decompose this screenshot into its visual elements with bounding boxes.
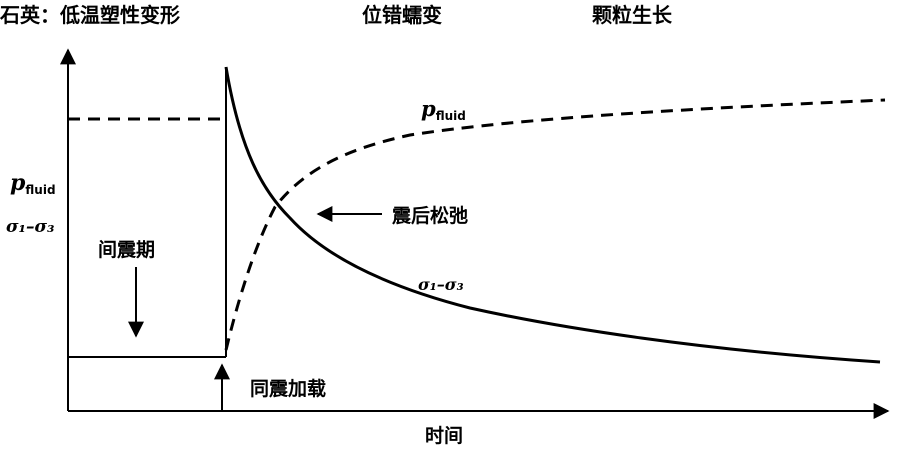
stage-label-grain-growth: 颗粒生长 [592,3,673,27]
stage-label-dislocation-creep: 位错蠕变 [362,3,442,27]
interseismic-label: 间震期 [98,239,155,261]
curve-label-p-fluid: pfluid [421,96,466,123]
curve-label-sigma: σ₁–σ₃ [418,275,464,294]
y-axis-label-p-fluid: pfluid [10,170,56,197]
y-axis-label-sigma: σ₁–σ₃ [6,217,54,237]
stage-label-low-temp-plastic: 石英：低温塑性变形 [0,3,180,27]
x-axis-label-time: 时间 [425,425,463,447]
differential-stress-relaxation-curve [224,66,881,364]
postseismic-relaxation-label: 震后松弛 [392,204,468,227]
p-fluid-curve-postseismic [224,98,886,351]
coseismic-loading-label: 同震加载 [250,377,326,400]
